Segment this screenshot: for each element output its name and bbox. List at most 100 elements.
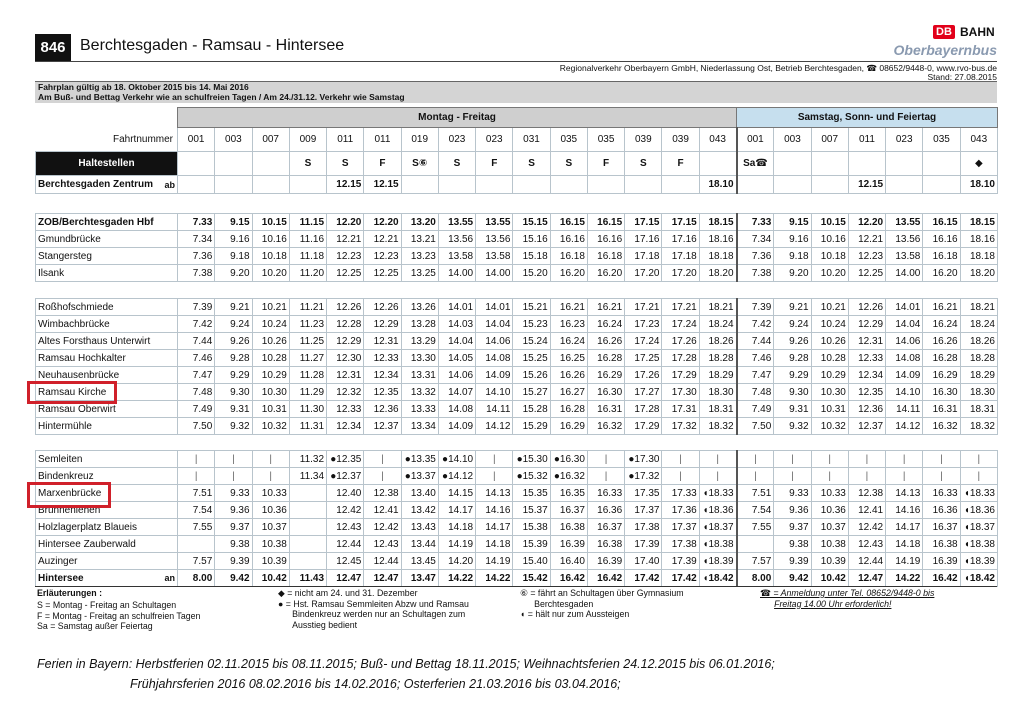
time-cell: 17.16 — [624, 230, 663, 248]
time-cell: 16.38 — [922, 535, 961, 553]
time-cell: ●14.10 — [437, 450, 477, 468]
time-cell: 10.18 — [251, 247, 290, 265]
day-code: S — [288, 151, 328, 176]
time-cell: 16.36 — [586, 501, 626, 519]
time-cell: 16.26 — [586, 332, 626, 350]
time-cell: | — [661, 450, 700, 468]
stop-row: Hintersee an 8.00 9.42 10.42 11.43 12.47 12.47 1… — [35, 569, 998, 587]
time-cell: | — [959, 467, 998, 485]
stop-name: Hintersee Zauberwald — [35, 535, 163, 553]
day-code: S — [512, 151, 551, 176]
time-cell: 12.36 — [847, 400, 887, 418]
stop-row: Neuhausenbrücke 7.47 9.29 10.29 11.28 12.31 12… — [35, 366, 998, 384]
stop-row: ZOB/Berchtesgaden Hbf 7.33 9.15 10.15 11.15 1… — [35, 213, 998, 231]
time-cell: 14.09 — [475, 366, 514, 384]
time-cell: ◖18.38 — [698, 535, 738, 553]
time-cell — [810, 175, 849, 194]
time-cell: 12.37 — [847, 417, 887, 435]
time-cell: 18.28 — [698, 349, 738, 367]
time-cell: ◖18.33 — [698, 484, 738, 502]
time-cell: ●15.32 — [512, 467, 551, 485]
time-cell: 14.22 — [475, 569, 514, 587]
time-cell: 14.00 — [437, 264, 477, 282]
time-cell: 18.16 — [959, 230, 998, 248]
stop-row: Ramsau Kirche 7.48 9.30 10.30 11.29 12.32 12.3… — [35, 383, 998, 401]
time-cell: 16.21 — [549, 298, 588, 316]
trip-number: 035 — [922, 127, 961, 152]
stop-row: Gmundbrücke 7.34 9.16 10.16 11.16 12.21 12.21 1… — [35, 230, 998, 248]
time-cell: 9.33 — [214, 484, 253, 502]
time-cell: 14.13 — [475, 484, 514, 502]
time-cell: 15.23 — [512, 315, 551, 333]
time-cell: 9.15 — [773, 213, 812, 231]
time-cell: | — [176, 450, 216, 468]
time-cell: 7.34 — [735, 230, 775, 248]
time-cell: 13.33 — [400, 400, 439, 418]
time-cell: 18.31 — [959, 400, 998, 418]
stop-row: Wimbachbrücke 7.42 9.24 10.24 11.23 12.28 12.2… — [35, 315, 998, 333]
stop-row: Ramsau Oberwirt 7.49 9.31 10.31 11.30 12.33 12… — [35, 400, 998, 418]
time-cell: 7.39 — [176, 298, 216, 316]
time-cell: 12.21 — [847, 230, 887, 248]
legend-column: ☎ = Anmeldung unter Tel. 08652/9448-0 bi… — [760, 588, 960, 609]
time-cell: 15.21 — [512, 298, 551, 316]
spacer-cell — [35, 193, 998, 214]
time-cell: 16.30 — [586, 383, 626, 401]
time-cell: 12.35 — [847, 383, 887, 401]
holidays: Frühjahrsferien 2016 08.02.2016 bis 14.0… — [130, 677, 621, 691]
time-cell: 14.08 — [475, 349, 514, 367]
days-row: Haltestellen S S F S⑥ S F S S F S F Sa☎ ◆ — [35, 151, 998, 176]
time-cell: 15.25 — [512, 349, 551, 367]
time-cell: 17.18 — [661, 247, 700, 265]
spacer — [35, 281, 998, 299]
day-code — [922, 151, 961, 176]
time-cell: 11.23 — [288, 315, 328, 333]
time-cell: 13.58 — [475, 247, 514, 265]
time-cell: 12.38 — [847, 484, 887, 502]
time-cell: 10.15 — [251, 213, 290, 231]
time-cell: 16.29 — [549, 417, 588, 435]
time-cell: 12.25 — [326, 264, 365, 282]
time-cell: ◖18.37 — [959, 518, 998, 536]
time-cell: 11.34 — [288, 467, 328, 485]
time-cell: 11.28 — [288, 366, 328, 384]
brand: Oberbayernbus — [893, 42, 997, 58]
stop-row: Stangersteg 7.36 9.18 10.18 11.18 12.23 12.23 1… — [35, 247, 998, 265]
time-cell — [176, 535, 216, 553]
time-cell: 8.00 — [735, 569, 775, 587]
time-cell: 16.32 — [922, 417, 961, 435]
time-cell: 14.17 — [437, 501, 477, 519]
time-cell: 7.50 — [176, 417, 216, 435]
time-cell: 16.16 — [586, 230, 626, 248]
trip-number: 023 — [437, 127, 477, 152]
time-cell — [288, 518, 328, 536]
time-cell: 10.30 — [810, 383, 849, 401]
time-cell: 12.45 — [326, 552, 365, 570]
stop-mode — [162, 518, 178, 536]
time-cell: 16.27 — [549, 383, 588, 401]
time-cell: 9.18 — [773, 247, 812, 265]
time-cell: 7.49 — [176, 400, 216, 418]
time-cell: 7.51 — [735, 484, 775, 502]
time-cell: 13.55 — [475, 213, 514, 231]
time-cell: 14.19 — [437, 535, 477, 553]
stop-name: ZOB/Berchtesgaden Hbf — [35, 213, 163, 231]
time-cell: 17.26 — [661, 332, 700, 350]
time-cell: 16.20 — [586, 264, 626, 282]
time-cell: 17.39 — [624, 535, 663, 553]
time-cell: 12.41 — [847, 501, 887, 519]
time-cell: 14.19 — [885, 552, 924, 570]
time-cell: ◖18.36 — [959, 501, 998, 519]
time-cell: 12.28 — [326, 315, 365, 333]
trip-number: 023 — [475, 127, 514, 152]
time-cell: 12.23 — [847, 247, 887, 265]
time-cell: 16.35 — [549, 484, 588, 502]
time-cell: ●12.37 — [326, 467, 365, 485]
time-cell — [176, 175, 216, 194]
time-cell: 17.24 — [661, 315, 700, 333]
time-cell: 12.30 — [326, 349, 365, 367]
time-cell: 10.29 — [251, 366, 290, 384]
time-cell: 14.01 — [885, 298, 924, 316]
time-cell — [251, 175, 290, 194]
